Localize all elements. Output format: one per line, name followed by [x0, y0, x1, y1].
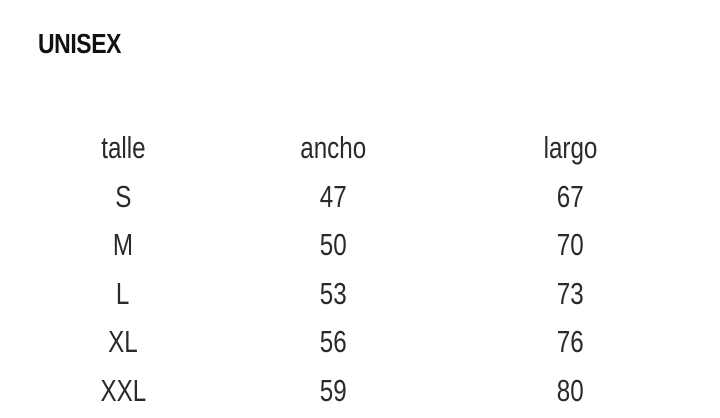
- table-row: S 47 67: [0, 173, 720, 222]
- size-chart-table: talle ancho largo S 47 67 M 50 70 L 53 7…: [0, 124, 720, 415]
- cell-largo: 76: [556, 324, 584, 360]
- cell-ancho: 50: [319, 227, 347, 263]
- cell-largo: 73: [556, 275, 584, 311]
- table-row: XXL 59 80: [0, 367, 720, 416]
- cell-talle: L: [116, 275, 130, 311]
- cell-talle: S: [114, 178, 132, 214]
- table-row: M 50 70: [0, 221, 720, 270]
- cell-largo: 67: [556, 178, 584, 214]
- cell-ancho: 47: [319, 178, 347, 214]
- table-header-row: talle ancho largo: [0, 124, 720, 173]
- table-row: L 53 73: [0, 270, 720, 319]
- header-talle: talle: [100, 130, 146, 166]
- cell-largo: 70: [556, 227, 584, 263]
- cell-talle: XL: [108, 324, 138, 360]
- cell-talle: M: [112, 227, 134, 263]
- table-row: XL 56 76: [0, 318, 720, 367]
- cell-talle: XXL: [100, 372, 146, 408]
- cell-ancho: 59: [319, 372, 347, 408]
- cell-ancho: 56: [319, 324, 347, 360]
- header-largo: largo: [543, 130, 597, 166]
- header-ancho: ancho: [300, 130, 366, 166]
- page-title: UNISEX: [38, 28, 122, 59]
- cell-largo: 80: [556, 372, 584, 408]
- cell-ancho: 53: [319, 275, 347, 311]
